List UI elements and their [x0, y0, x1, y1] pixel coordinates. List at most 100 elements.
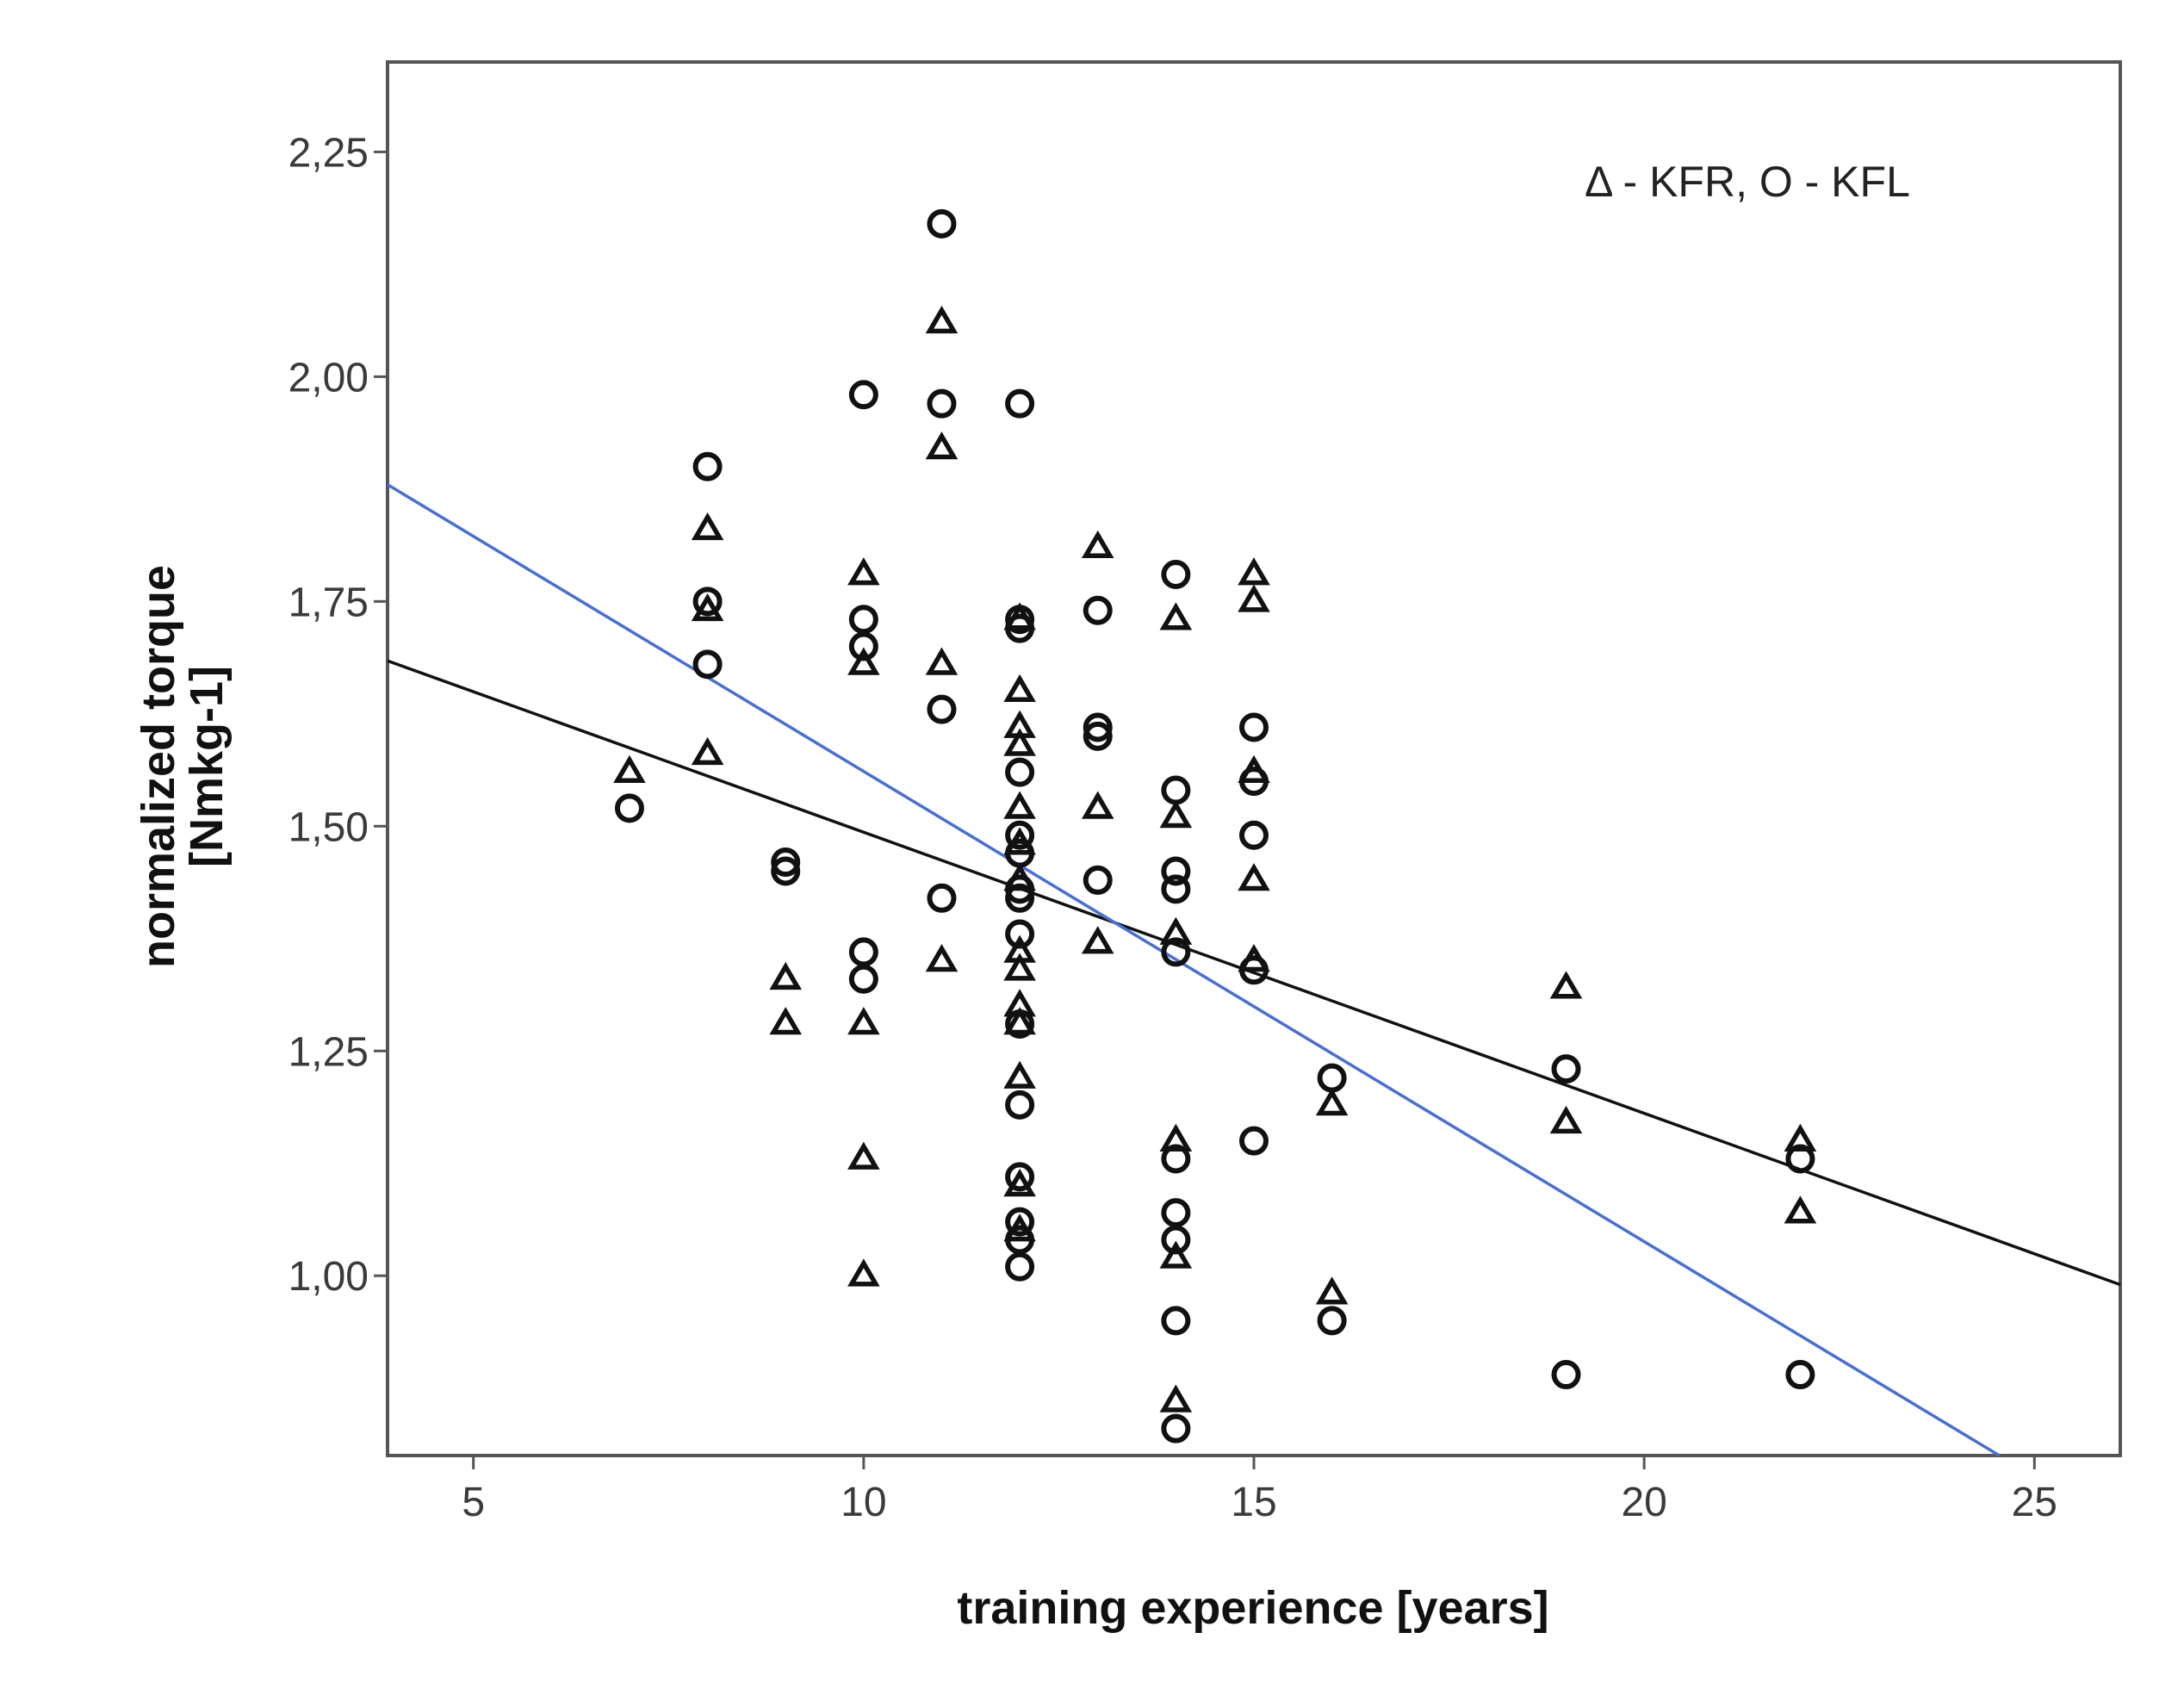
kfr-point [1159, 1240, 1193, 1269]
kfl-point [1161, 937, 1191, 967]
x-tick-label: 15 [1231, 1480, 1276, 1525]
kfr-point [1003, 791, 1036, 819]
kfl-point [1161, 1144, 1191, 1174]
kfl-point [771, 847, 801, 878]
kfr-point [925, 944, 959, 972]
kfr-point [1549, 971, 1583, 999]
y-tick-label: 1,50 [289, 804, 369, 850]
kfr-point [691, 512, 724, 541]
blue-fit-line [387, 483, 2001, 1457]
regression-lines [387, 483, 2121, 1457]
kfl-point [1551, 1054, 1581, 1084]
kfr-point [1003, 728, 1036, 756]
kfr-point [847, 1141, 880, 1170]
kfl-point [1239, 955, 1269, 985]
kfl-point [848, 964, 878, 994]
kfl-point [848, 380, 878, 410]
x-tick-label: 20 [1621, 1480, 1666, 1525]
kfl-point [1317, 1306, 1347, 1336]
data-points [613, 208, 1817, 1443]
kfl-point [1785, 1360, 1815, 1390]
kfl-point [1005, 388, 1035, 419]
x-axis-ticks: 5 10 15 20 25 [462, 1456, 2057, 1525]
kfr-point [1003, 1007, 1036, 1035]
kfr-point [769, 961, 803, 990]
kfl-point [1083, 712, 1113, 742]
kfl-point [1005, 1090, 1035, 1120]
kfl-point [1005, 883, 1035, 913]
kfl-point [1083, 595, 1113, 625]
kfl-point [927, 388, 957, 419]
kfr-point [847, 1258, 880, 1287]
kfr-point [1003, 674, 1036, 703]
kfr-point [1549, 1105, 1583, 1134]
y-axis-ticks: 1,00 1,25 1,50 1,75 2,00 2,25 [289, 130, 388, 1300]
kfl-point [692, 587, 723, 617]
kfl-point [1317, 1063, 1347, 1093]
y-tick-label: 2,00 [289, 355, 369, 400]
kfl-point [692, 649, 723, 680]
kfl-point [1005, 605, 1035, 635]
x-tick-label: 10 [841, 1480, 886, 1525]
kfl-point [1161, 856, 1191, 886]
kfl-point [848, 631, 878, 661]
kfl-point [1005, 1009, 1035, 1039]
y-axis-title: normalized torque [Nmkg-1] [133, 565, 233, 968]
kfr-point [925, 305, 959, 334]
black-fit-line [387, 659, 2121, 1287]
kfr-point [925, 431, 959, 460]
y-axis-title-line2: [Nmkg-1] [181, 666, 233, 867]
kfl-point [1005, 1207, 1035, 1237]
kfl-point [1161, 1198, 1191, 1228]
kfl-point [1551, 1360, 1581, 1390]
kfl-point [927, 694, 957, 724]
kfr-point [1315, 1276, 1349, 1305]
kfl-point [1005, 1251, 1035, 1282]
kfr-point [1081, 791, 1114, 819]
kfl-point [1005, 874, 1035, 904]
kfl-point [1083, 721, 1113, 751]
kfl-point [1005, 1225, 1035, 1255]
kfl-point [614, 793, 644, 823]
kfr-point [1081, 530, 1114, 559]
kfl-point [1005, 757, 1035, 787]
kfr-point [847, 1007, 880, 1035]
kfr-point [769, 1007, 803, 1035]
kfl-point [1005, 820, 1035, 850]
kfl-point [1239, 820, 1269, 850]
kfl-point [1239, 767, 1269, 797]
kfl-point [1785, 1144, 1815, 1174]
kfl-point [1005, 919, 1035, 949]
kfr-point [925, 647, 959, 675]
y-tick-label: 2,25 [289, 130, 369, 176]
kfl-point [927, 883, 957, 913]
kfr-point [1784, 1195, 1817, 1224]
kfr-point [1238, 557, 1270, 586]
kfl-point [848, 605, 878, 635]
kfl-point [1005, 1162, 1035, 1192]
kfr-point [691, 736, 724, 766]
x-axis-title: training experience [years] [957, 1582, 1548, 1634]
kfl-point [1161, 1413, 1191, 1443]
kfl-point [1005, 613, 1035, 643]
kfl-point [1161, 1306, 1191, 1336]
y-tick-label: 1,25 [289, 1029, 369, 1075]
x-tick-label: 5 [462, 1480, 485, 1525]
kfl-point [1083, 865, 1113, 895]
kfl-point [927, 208, 957, 239]
kfr-point [691, 593, 724, 622]
kfl-point [1161, 775, 1191, 805]
x-tick-label: 25 [2012, 1480, 2057, 1525]
kfl-point [1239, 1126, 1269, 1156]
kfr-point [1159, 799, 1193, 829]
kfl-point [848, 937, 878, 967]
kfl-point [1239, 712, 1269, 742]
kfl-point [692, 451, 723, 481]
kfl-point [771, 856, 801, 886]
kfr-point [847, 647, 880, 675]
kfr-point [1081, 926, 1114, 954]
legend-text: Δ - KFR, O - KFL [1585, 158, 1910, 206]
kfr-point [1003, 1168, 1036, 1197]
kfr-point [1003, 953, 1036, 981]
